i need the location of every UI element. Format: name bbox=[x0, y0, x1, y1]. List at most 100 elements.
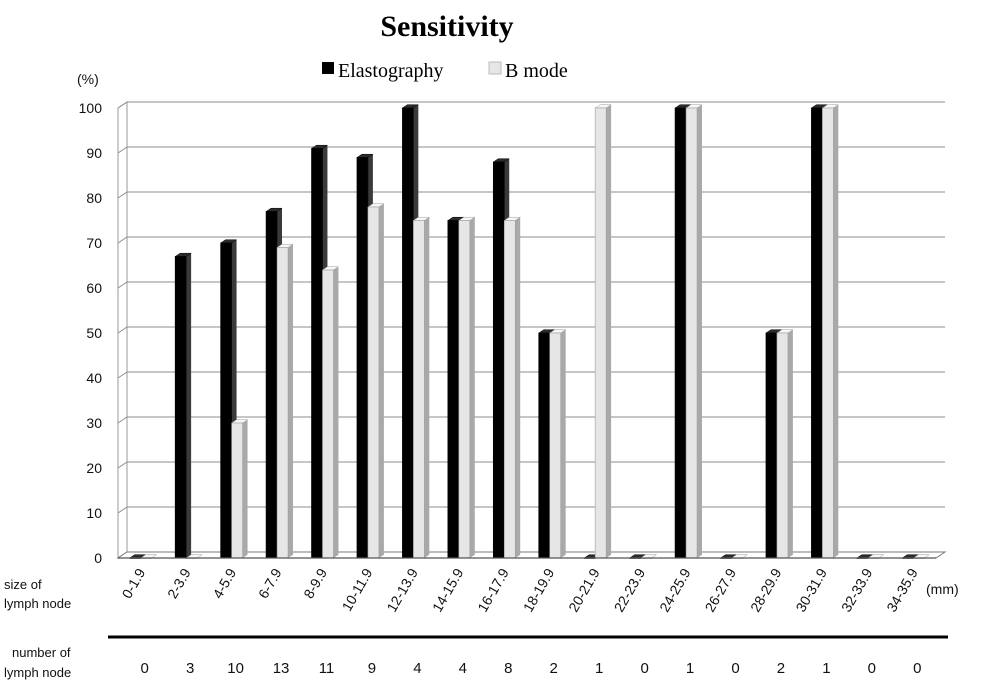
bar-front-face bbox=[811, 107, 823, 559]
lymph-node-count: 1 bbox=[686, 660, 694, 677]
x-tick-label: 6-7.9 bbox=[255, 565, 285, 601]
size-row-label-line1: size of bbox=[4, 577, 42, 592]
x-tick-label: 22-23.9 bbox=[611, 565, 649, 614]
bar-front-face bbox=[822, 107, 834, 559]
bar-side-face bbox=[697, 104, 703, 558]
bar-front-face bbox=[776, 332, 789, 559]
bar-side-face bbox=[424, 217, 430, 558]
bar-b-mode bbox=[230, 419, 249, 559]
gridline-diagonal bbox=[117, 191, 128, 199]
bar-front-face bbox=[765, 332, 778, 559]
bar-b-mode bbox=[594, 104, 612, 559]
bar-b-mode bbox=[321, 266, 340, 559]
lymph-node-count: 0 bbox=[731, 660, 739, 677]
bar-front-face bbox=[276, 247, 289, 559]
x-tick-label: 30-31.9 bbox=[792, 565, 830, 614]
lymph-node-count: 3 bbox=[186, 660, 194, 677]
bar-front-face bbox=[220, 242, 232, 559]
bar-b-mode bbox=[412, 216, 431, 559]
bar-side-face bbox=[606, 104, 612, 558]
lymph-node-count: 4 bbox=[459, 660, 467, 677]
x-tick-label: 0-1.9 bbox=[119, 565, 149, 601]
bar-front-face bbox=[594, 107, 607, 559]
bar-front-face bbox=[402, 107, 414, 559]
bar-b-mode bbox=[776, 329, 794, 559]
x-tick-label: 8-9.9 bbox=[300, 565, 330, 601]
y-tick-label: 0 bbox=[94, 550, 102, 566]
number-row-label-line1: number of bbox=[12, 645, 71, 660]
bar-front-face bbox=[356, 157, 369, 559]
lymph-node-count: 0 bbox=[141, 660, 149, 677]
y-tick-label: 80 bbox=[86, 190, 102, 206]
y-tick-label: 40 bbox=[86, 370, 102, 386]
y-tick-label: 70 bbox=[86, 235, 102, 251]
x-tick-label: 4-5.9 bbox=[209, 565, 239, 601]
x-tick-label: 26-27.9 bbox=[701, 565, 739, 614]
x-tick-label: 12-13.9 bbox=[383, 565, 421, 614]
x-tick-label: 32-33.9 bbox=[838, 565, 876, 614]
lymph-node-count: 11 bbox=[319, 660, 335, 677]
legend-label-b-mode: B mode bbox=[505, 60, 568, 82]
bar-front-face bbox=[413, 220, 425, 559]
bar-front-face bbox=[503, 220, 516, 559]
y-tick-label: 20 bbox=[86, 460, 102, 476]
gridline-diagonal bbox=[117, 326, 128, 334]
bar-front-face bbox=[458, 220, 471, 559]
y-tick-label: 10 bbox=[86, 505, 102, 521]
bar-side-face bbox=[469, 217, 475, 558]
legend: Elastography B mode bbox=[322, 60, 568, 82]
bar-side-face bbox=[186, 253, 192, 558]
x-tick-label: 20-21.9 bbox=[565, 565, 603, 614]
bar-b-mode bbox=[276, 243, 294, 559]
lymph-node-count: 10 bbox=[227, 660, 244, 677]
bar-front-face bbox=[674, 107, 687, 559]
legend-swatch-elastography bbox=[322, 62, 334, 74]
lymph-node-count: 0 bbox=[913, 660, 921, 677]
chart-title: Sensitivity bbox=[380, 10, 513, 43]
bar-elastography bbox=[174, 252, 192, 559]
bar-side-face bbox=[833, 104, 839, 558]
bar-front-face bbox=[322, 269, 334, 559]
bar-b-mode bbox=[548, 329, 567, 559]
x-tick-label: 10-11.9 bbox=[338, 565, 375, 613]
gridline-diagonal bbox=[117, 416, 128, 424]
bar-side-face bbox=[515, 217, 521, 558]
gridline-diagonal bbox=[117, 281, 128, 289]
bar-side-face bbox=[333, 266, 339, 558]
bar-front-face bbox=[265, 211, 278, 559]
y-tick-label: 50 bbox=[86, 325, 102, 341]
bar-front-face bbox=[367, 206, 380, 559]
lymph-node-count: 0 bbox=[640, 660, 648, 677]
size-row-label-line2: lymph node bbox=[4, 596, 71, 611]
lymph-node-count: 1 bbox=[595, 660, 603, 677]
lymph-node-count: 2 bbox=[550, 660, 558, 677]
legend-label-elastography: Elastography bbox=[338, 60, 444, 82]
bar-front-face bbox=[685, 107, 698, 559]
bar-front-face bbox=[447, 220, 460, 559]
gridline-diagonal bbox=[117, 506, 128, 514]
y-tick-label: 60 bbox=[86, 280, 102, 296]
bar-front-face bbox=[174, 256, 187, 559]
bar-side-face bbox=[378, 203, 384, 558]
bar-b-mode bbox=[367, 203, 385, 559]
x-tick-label: 28-29.9 bbox=[747, 565, 785, 614]
y-tick-label: 100 bbox=[79, 100, 103, 116]
lymph-node-count: 4 bbox=[413, 660, 421, 677]
bar-front-face bbox=[311, 148, 323, 559]
count-layer: 0 3 10 13 11 9 4 4 8 2 1 0 1 0 2 1 0 0 bbox=[141, 660, 922, 677]
x-tick-label: 16-17.9 bbox=[474, 565, 512, 614]
x-unit-label: (mm) bbox=[926, 581, 959, 597]
number-row-label-line2: lymph node bbox=[4, 665, 71, 680]
bar-side-face bbox=[242, 419, 248, 558]
bar-layer bbox=[128, 104, 931, 559]
x-tick-label: 24-25.9 bbox=[656, 565, 694, 614]
bar-front-face bbox=[538, 332, 551, 559]
lymph-node-count: 8 bbox=[504, 660, 512, 677]
gridline-diagonal bbox=[117, 101, 128, 109]
bar-front-face bbox=[549, 332, 562, 559]
legend-swatch-b-mode bbox=[488, 61, 502, 75]
gridline-diagonal bbox=[117, 461, 128, 469]
lymph-node-count: 0 bbox=[868, 660, 876, 677]
